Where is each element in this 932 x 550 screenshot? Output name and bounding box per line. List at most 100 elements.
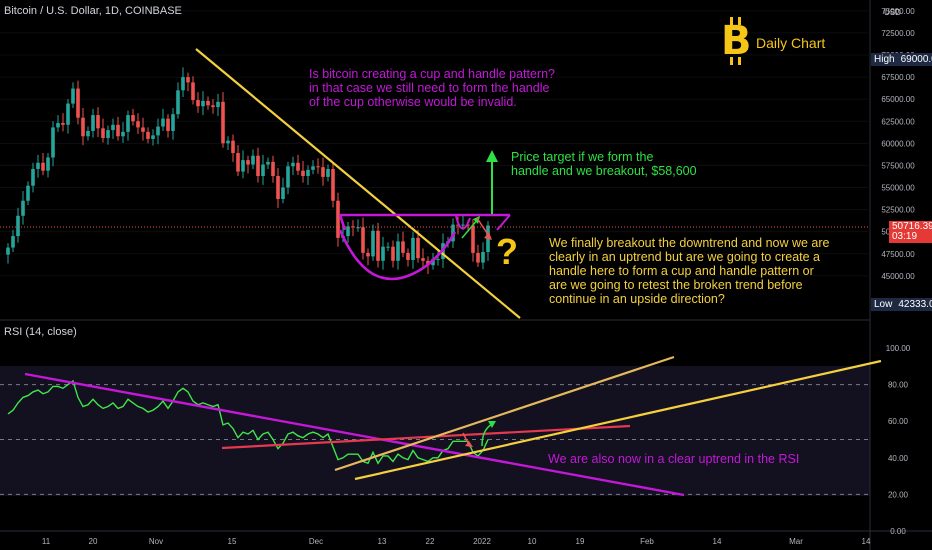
candle-body bbox=[271, 161, 275, 177]
countdown-value: 03:19 bbox=[892, 231, 918, 242]
candle-body bbox=[266, 161, 270, 165]
time-tick-label: 11 bbox=[42, 537, 51, 546]
candle-body bbox=[306, 169, 310, 177]
rsi-magenta-downtrend[interactable] bbox=[24, 372, 685, 497]
candle-body bbox=[461, 224, 465, 226]
candle-body bbox=[256, 155, 260, 177]
candle-body bbox=[331, 168, 335, 201]
handle-curve[interactable] bbox=[455, 215, 471, 230]
rsi-green-arrow-head bbox=[488, 421, 496, 428]
candle-body bbox=[116, 124, 120, 137]
candle-body bbox=[221, 101, 225, 144]
time-tick-label: Mar bbox=[789, 537, 803, 546]
candle-body bbox=[241, 160, 245, 172]
bitcoin-logo-bar-bottom bbox=[730, 57, 733, 65]
last-price-badge: 50716.39 03:19 bbox=[889, 221, 932, 243]
candle-body bbox=[481, 251, 485, 263]
candle-body bbox=[291, 162, 295, 167]
price-tick-label: 75000.00 bbox=[881, 7, 915, 16]
candle-body bbox=[131, 115, 135, 122]
candle-body bbox=[161, 118, 165, 127]
candle-body bbox=[76, 88, 80, 118]
price-tick-label: 65000.00 bbox=[881, 95, 915, 104]
price-tick-label: 52500.00 bbox=[881, 206, 915, 215]
candle-body bbox=[46, 157, 50, 171]
candle-body bbox=[106, 130, 110, 139]
time-tick-label: Feb bbox=[640, 537, 654, 546]
price-tick-label: 67500.00 bbox=[881, 73, 915, 82]
candle-body bbox=[21, 200, 25, 216]
candle-body bbox=[121, 131, 125, 137]
price-tick-label: 60000.00 bbox=[881, 139, 915, 148]
time-tick-label: 2022 bbox=[473, 537, 491, 546]
annotation-cup-question: Is bitcoin creating a cup and handle pat… bbox=[309, 67, 556, 109]
candle-body bbox=[156, 126, 160, 136]
timeframe-label: Daily Chart bbox=[756, 35, 826, 51]
candle-body bbox=[471, 225, 475, 253]
candle-body bbox=[416, 237, 420, 259]
candle-body bbox=[346, 226, 350, 237]
candle-body bbox=[171, 114, 175, 131]
breakout-arrow-head bbox=[473, 216, 480, 224]
candle-body bbox=[111, 124, 115, 131]
rsi-tick-label: 80.00 bbox=[888, 381, 909, 390]
candle-body bbox=[421, 258, 425, 261]
rsi-tick-label: 0.00 bbox=[890, 527, 906, 536]
candle-body bbox=[166, 118, 170, 131]
candle-body bbox=[11, 236, 15, 248]
candle-body bbox=[411, 237, 415, 260]
handle-right-edge[interactable] bbox=[496, 214, 511, 231]
candle-body bbox=[181, 77, 185, 91]
candle-body bbox=[391, 246, 395, 261]
bitcoin-logo-glyph: B bbox=[721, 18, 752, 64]
rsi-red-arrow-head bbox=[465, 441, 473, 447]
candle-body bbox=[401, 241, 405, 253]
rsi-yellow-uptrend[interactable] bbox=[354, 359, 882, 481]
candle-body bbox=[261, 164, 265, 177]
rsi-tick-label: 40.00 bbox=[888, 454, 909, 463]
candle-body bbox=[406, 252, 410, 260]
price-tick-label: 45000.00 bbox=[881, 272, 915, 281]
breakout-arrow-green bbox=[461, 218, 479, 239]
candle-body bbox=[371, 230, 375, 257]
candle-body bbox=[196, 100, 200, 107]
cup-left-edge[interactable] bbox=[338, 214, 347, 231]
candle-body bbox=[311, 166, 315, 170]
time-tick-label: 14 bbox=[862, 537, 871, 546]
cup-curve[interactable] bbox=[338, 229, 457, 281]
candle-body bbox=[351, 226, 355, 228]
candle-body bbox=[186, 77, 190, 83]
high-value: 69000.00 bbox=[900, 54, 932, 65]
annotation-price-target: Price target if we form the handle and w… bbox=[511, 150, 697, 178]
rsi-orange-channel[interactable] bbox=[334, 355, 675, 472]
candle-body bbox=[456, 224, 460, 226]
candle-body bbox=[201, 100, 205, 107]
candle-body bbox=[146, 131, 150, 139]
candle-body bbox=[356, 227, 360, 229]
candle-body bbox=[91, 115, 95, 131]
rsi-red-line[interactable] bbox=[221, 424, 631, 450]
candle-body bbox=[36, 162, 40, 169]
last-price-value: 50716.39 bbox=[892, 221, 932, 232]
price-tick-label: 57500.00 bbox=[881, 161, 915, 170]
candle-body bbox=[206, 100, 210, 106]
candle-body bbox=[151, 135, 155, 139]
candle-body bbox=[251, 155, 255, 165]
time-tick-label: 22 bbox=[426, 537, 435, 546]
annotation-rsi-uptrend: We are also now in a clear uptrend in th… bbox=[548, 452, 800, 466]
candle-body bbox=[191, 82, 195, 101]
time-tick-label: Dec bbox=[309, 537, 323, 546]
rsi-tick-label: 20.00 bbox=[888, 490, 909, 499]
candle-body bbox=[381, 246, 385, 261]
low-badge: Low 42333.00 bbox=[871, 298, 932, 311]
rsi-band-bg bbox=[0, 366, 870, 496]
candle-body bbox=[431, 259, 435, 266]
candle-body bbox=[226, 140, 230, 144]
candle-body bbox=[41, 162, 45, 171]
candle-body bbox=[316, 166, 320, 168]
downtrend-line[interactable] bbox=[195, 48, 521, 319]
retest-arrow-head bbox=[484, 232, 492, 240]
chart-title: Bitcoin / U.S. Dollar, 1D, COINBASE bbox=[4, 5, 182, 17]
rsi-tick-label: 100.00 bbox=[886, 344, 911, 353]
